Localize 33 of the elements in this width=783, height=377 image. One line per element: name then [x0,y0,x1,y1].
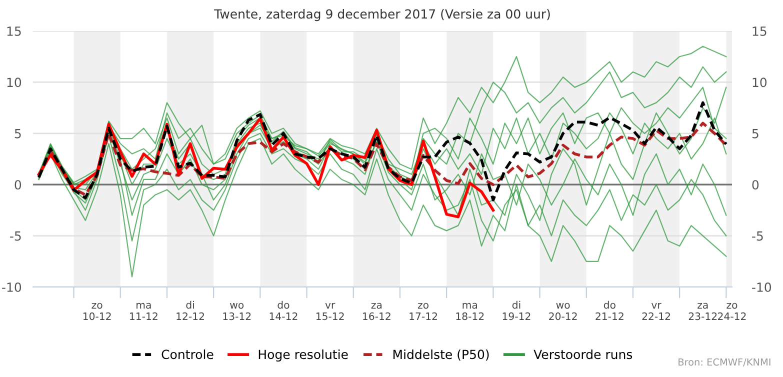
legend-label: Middelste (P50) [393,349,489,361]
y2-tick-label: -5 [752,231,763,241]
x-tick-label: do 21-12 [596,300,624,320]
y-tick-label: 0 [14,180,22,190]
x-tick-label: di 19-12 [502,300,530,320]
y-tick-label: 15 [7,26,21,36]
y2-tick-label: -10 [752,282,772,292]
x-tick-label: ma 11-12 [130,302,158,320]
legend-label: Hoge resolutie [258,349,348,362]
legend-label: Controle [162,349,214,360]
y-tick-label: -10 [2,282,22,292]
x-tick-label: do 14-12 [270,300,298,320]
x-tick-label: zo 24-12 [718,302,746,320]
x-tick-label: zo 17-12 [410,302,437,320]
x-tick-label: wo 20-12 [549,302,577,320]
y2-tick-label: 0 [752,180,759,190]
y-tick-label: -5 [10,231,21,241]
x-tick-label: vr 15-12 [316,302,344,320]
x-tick-label: vr 22-12 [642,302,670,320]
y-tick-label: 10 [7,78,22,88]
y2-tick-label: 15 [752,26,766,36]
legend-label: Verstoorde runs [534,349,632,360]
x-tick-label: za 16-12 [363,302,390,320]
y2-tick-label: 10 [752,78,767,88]
x-tick-label: zo 10-12 [83,302,111,320]
chart-title: Twente, zaterdag 9 december 2017 (Versie za 00 uur) [214,9,550,22]
x-tick-label: di 12-12 [176,300,204,320]
text: Bron: ECMWF/KNMI [678,358,770,366]
x-tick-label: wo 13-12 [223,302,251,320]
y2-tick-label: 5 [752,129,758,138]
y-tick-label: 5 [14,129,21,138]
x-tick-label: za 23-12 [688,302,717,320]
x-tick-label: ma 18-12 [456,302,484,320]
